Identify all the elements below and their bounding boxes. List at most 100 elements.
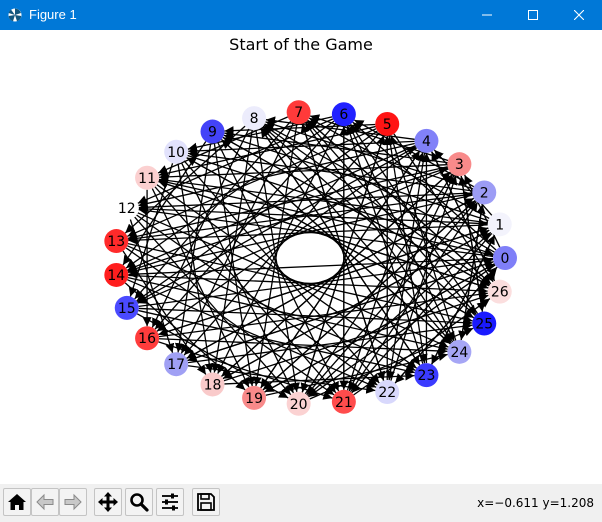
node-19 bbox=[242, 385, 267, 410]
edge-8-20 bbox=[255, 129, 300, 392]
node-label: 25 bbox=[475, 317, 493, 333]
node-label: 14 bbox=[107, 268, 125, 284]
edge-5-13 bbox=[127, 128, 377, 237]
sliders-icon bbox=[162, 493, 178, 511]
edge-24-7 bbox=[304, 121, 454, 343]
edge-23-6 bbox=[345, 125, 424, 364]
edge-6-14 bbox=[125, 120, 335, 269]
edge-25-8 bbox=[262, 125, 476, 317]
node-label: 9 bbox=[208, 125, 217, 141]
node-17 bbox=[164, 352, 189, 377]
node-18 bbox=[200, 372, 225, 397]
edge-3-11 bbox=[159, 164, 448, 182]
node-label: 24 bbox=[450, 345, 468, 361]
edge-1-11 bbox=[158, 176, 488, 224]
figure-canvas[interactable]: 0 1 2 3 4 5 6 7 8 9 10 11 12 13 14 15 16 17 18 19 20 21 22 23 24… bbox=[0, 30, 602, 484]
node-6 bbox=[331, 102, 356, 127]
edge-15-23 bbox=[138, 309, 415, 375]
node-8 bbox=[242, 106, 267, 131]
edge-10-0 bbox=[187, 154, 494, 256]
node-5 bbox=[375, 111, 400, 136]
back-button[interactable] bbox=[31, 488, 59, 516]
node-label: 7 bbox=[294, 105, 303, 121]
magnifier-icon bbox=[130, 493, 149, 512]
edge-13-18 bbox=[122, 250, 207, 375]
node-20 bbox=[286, 391, 311, 416]
minimize-icon bbox=[482, 14, 492, 16]
node-label: 23 bbox=[418, 368, 436, 384]
node-label: 4 bbox=[422, 134, 431, 150]
node-label: 8 bbox=[250, 111, 259, 127]
node-16 bbox=[135, 326, 160, 351]
edge-20-3 bbox=[304, 173, 454, 395]
node-7 bbox=[286, 100, 311, 125]
edge-25-6 bbox=[350, 123, 479, 314]
edge-26-7 bbox=[307, 119, 492, 285]
close-button[interactable] bbox=[556, 0, 602, 30]
node-1 bbox=[487, 212, 512, 237]
maximize-button[interactable] bbox=[510, 0, 556, 30]
edge-2-12 bbox=[138, 192, 473, 212]
edge-17-2 bbox=[186, 197, 475, 359]
node-label: 3 bbox=[455, 157, 464, 173]
edge-15-25 bbox=[138, 307, 473, 328]
node-14 bbox=[104, 262, 129, 287]
save-button[interactable] bbox=[192, 488, 220, 516]
pan-button[interactable] bbox=[94, 488, 122, 516]
edge-26-11 bbox=[158, 179, 489, 289]
edge-24-9 bbox=[221, 139, 451, 345]
edge-19-4 bbox=[260, 150, 421, 389]
edge-14-22 bbox=[127, 279, 377, 388]
right-arrow-icon bbox=[64, 493, 82, 511]
edge-14-24 bbox=[127, 276, 448, 352]
edge-17-0 bbox=[187, 260, 494, 362]
node-2 bbox=[472, 180, 497, 205]
edge-12-17 bbox=[129, 219, 175, 353]
edge-24-5 bbox=[389, 135, 457, 341]
edge-13-25 bbox=[127, 243, 473, 324]
zoom-button[interactable] bbox=[125, 488, 153, 516]
edge-18-26 bbox=[223, 293, 489, 382]
edge-25-10 bbox=[186, 157, 475, 319]
minimize-button[interactable] bbox=[464, 0, 510, 30]
edge-17-25 bbox=[187, 321, 473, 364]
edge-10-20 bbox=[180, 162, 294, 394]
edge-8-18 bbox=[211, 129, 253, 373]
edge-22-3 bbox=[390, 175, 458, 381]
edge-12-22 bbox=[136, 214, 378, 386]
node-label: 22 bbox=[378, 385, 396, 401]
node-3 bbox=[447, 152, 472, 177]
edge-19-2 bbox=[262, 199, 476, 391]
home-button[interactable] bbox=[3, 488, 31, 516]
edge-16-24 bbox=[159, 338, 448, 356]
edge-25-3 bbox=[458, 175, 484, 312]
node-10 bbox=[164, 139, 189, 164]
cursor-coordinates: x=−0.611 y=1.208 bbox=[477, 496, 594, 510]
edge-4-14 bbox=[127, 145, 416, 271]
node-label: 10 bbox=[167, 145, 185, 161]
configure-subplots-button[interactable] bbox=[156, 488, 184, 516]
node-label: 12 bbox=[118, 201, 136, 217]
edge-8-26 bbox=[263, 124, 491, 286]
node-label: 15 bbox=[118, 301, 136, 317]
edge-3-13 bbox=[127, 166, 448, 241]
edge-9-19 bbox=[213, 143, 256, 387]
node-15 bbox=[114, 295, 139, 320]
edge-5-26 bbox=[393, 133, 494, 283]
node-26 bbox=[487, 279, 512, 304]
node-12 bbox=[114, 196, 139, 221]
edge-4-22 bbox=[385, 152, 426, 381]
edge-13-23 bbox=[127, 245, 416, 371]
maximize-icon bbox=[528, 10, 538, 20]
node-9 bbox=[200, 119, 225, 144]
forward-button[interactable] bbox=[59, 488, 87, 516]
node-25 bbox=[472, 311, 497, 336]
node-label: 6 bbox=[339, 107, 348, 123]
edge-13-21 bbox=[125, 247, 335, 396]
node-label: 13 bbox=[107, 234, 125, 250]
edge-5-9 bbox=[224, 123, 376, 136]
edge-0-14 bbox=[128, 257, 494, 279]
edge-26-4 bbox=[431, 151, 496, 282]
